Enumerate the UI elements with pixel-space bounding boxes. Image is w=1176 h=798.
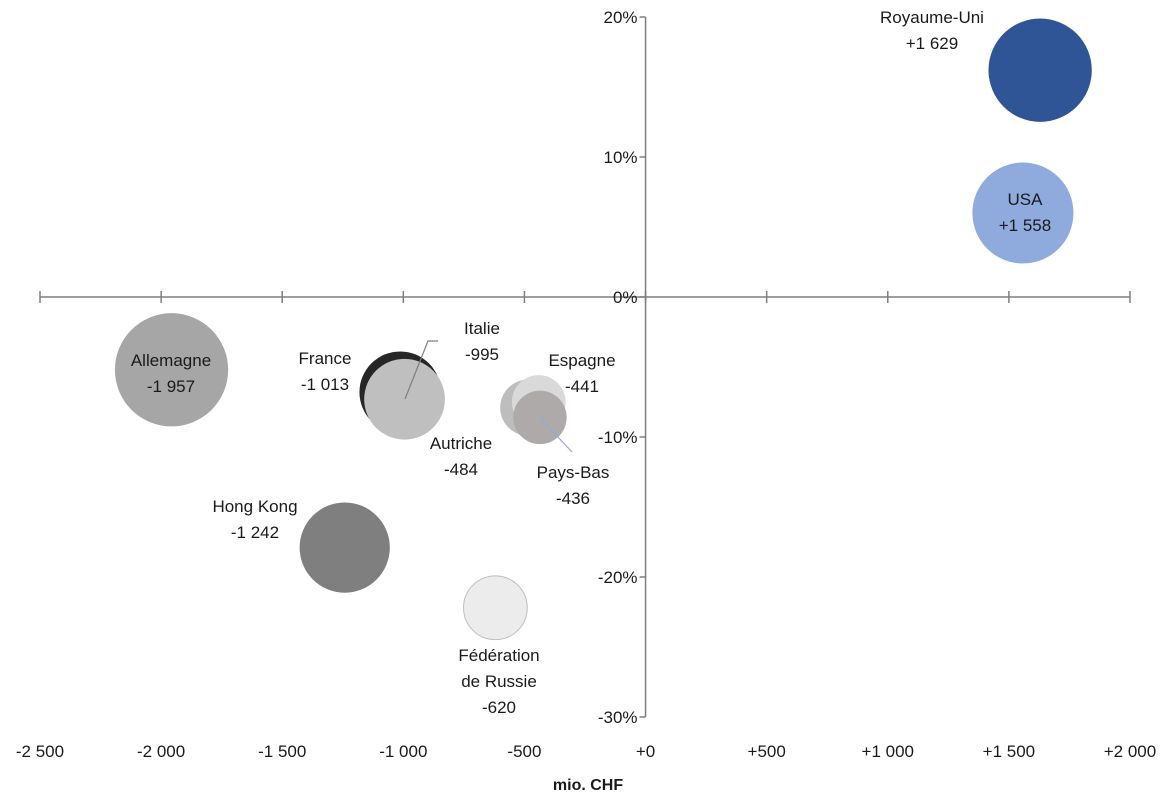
x-tick-label: -1 500 bbox=[258, 742, 306, 761]
leader-line-pays-bas bbox=[539, 417, 573, 453]
leader-lines bbox=[404, 340, 573, 453]
axes: -2 500 -2 000 -1 500 -1 000 -500 +0 +500 +1 000… bbox=[16, 8, 1156, 761]
bubble-hong-kong bbox=[299, 502, 390, 593]
x-tick-label: +2 000 bbox=[1104, 742, 1156, 761]
label-espagne: Espagne -441 bbox=[548, 351, 615, 396]
x-tick-label: +1 000 bbox=[862, 742, 914, 761]
label-f-d-ration-de-russie: Fédération de Russie -620 bbox=[458, 646, 539, 717]
label-name: de Russie bbox=[461, 672, 537, 691]
label-hong-kong: Hong Kong -1 242 bbox=[212, 497, 297, 542]
label-name: Italie bbox=[464, 319, 500, 338]
bubble-pays-bas bbox=[513, 390, 567, 445]
label-value: -620 bbox=[482, 698, 516, 717]
label-value: -441 bbox=[565, 377, 599, 396]
y-tick-label: -30% bbox=[598, 708, 638, 727]
label-value: -1 242 bbox=[231, 523, 279, 542]
y-tick-label: -10% bbox=[598, 428, 638, 447]
x-tick-label: +500 bbox=[748, 742, 786, 761]
bubble-royaume-uni bbox=[988, 18, 1092, 122]
leader-line-italie bbox=[404, 340, 438, 400]
x-tick-label: -2 500 bbox=[16, 742, 64, 761]
label-allemagne: Allemagne -1 957 bbox=[131, 351, 211, 396]
bubble-allemagne bbox=[114, 313, 229, 427]
y-tick-label: 20% bbox=[604, 8, 638, 27]
bubble-usa bbox=[972, 162, 1074, 264]
label-value: +1 558 bbox=[999, 216, 1051, 235]
label-name: France bbox=[299, 349, 352, 368]
bubble-italie bbox=[364, 358, 445, 440]
y-tick-label: 10% bbox=[604, 148, 638, 167]
label-value: -995 bbox=[465, 345, 499, 364]
label-usa: USA +1 558 bbox=[999, 190, 1051, 235]
x-tick-label: -500 bbox=[507, 742, 541, 761]
label-name: Allemagne bbox=[131, 351, 211, 370]
label-value: -436 bbox=[556, 489, 590, 508]
label-value: -1 957 bbox=[147, 377, 195, 396]
bubbles bbox=[114, 18, 1092, 641]
x-tick-label: +0 bbox=[636, 742, 655, 761]
label-value: +1 629 bbox=[906, 34, 958, 53]
label-name: Fédération bbox=[458, 646, 539, 665]
label-royaume-uni: Royaume-Uni +1 629 bbox=[880, 8, 984, 53]
label-value: -1 013 bbox=[301, 375, 349, 394]
label-italie: Italie -995 bbox=[464, 319, 500, 364]
label-name: Autriche bbox=[430, 434, 492, 453]
bubble-labels: Allemagne -1 957 France -1 013 Italie -995 Hon… bbox=[131, 8, 1051, 717]
x-tick-label: -1 000 bbox=[379, 742, 427, 761]
y-tick-label: -20% bbox=[598, 568, 638, 587]
x-tick-label: +1 500 bbox=[983, 742, 1035, 761]
label-name: Espagne bbox=[548, 351, 615, 370]
label-pays-bas: Pays-Bas -436 bbox=[537, 463, 610, 508]
label-value: -484 bbox=[444, 460, 478, 479]
label-name: Hong Kong bbox=[212, 497, 297, 516]
label-name: USA bbox=[1008, 190, 1044, 209]
label-name: Pays-Bas bbox=[537, 463, 610, 482]
bubble-f-d-ration-de-russie bbox=[463, 575, 528, 641]
label-france: France -1 013 bbox=[299, 349, 352, 394]
label-autriche: Autriche -484 bbox=[430, 434, 492, 479]
label-name: Royaume-Uni bbox=[880, 8, 984, 27]
x-axis-title: mio. CHF bbox=[553, 777, 623, 794]
y-tick-label: 0% bbox=[613, 288, 638, 307]
x-tick-label: -2 000 bbox=[137, 742, 185, 761]
